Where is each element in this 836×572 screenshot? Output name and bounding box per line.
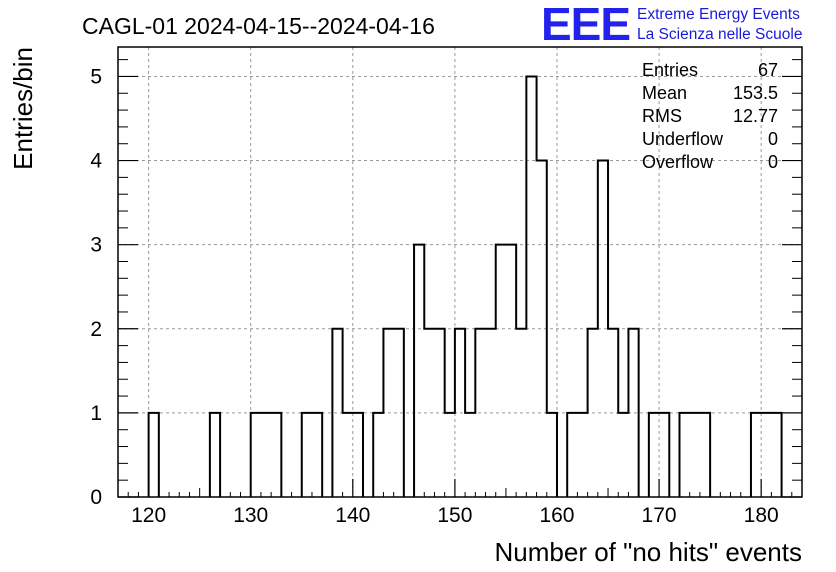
- stat-label-overflow: Overflow: [642, 152, 714, 172]
- y-tick-label: 5: [90, 65, 102, 88]
- histogram-bin: [465, 413, 475, 497]
- x-tick-label: 140: [335, 504, 370, 527]
- stat-label-entries: Entries: [642, 60, 698, 80]
- y-axis-ticks: 0 1 2 3 4 5: [90, 65, 802, 509]
- y-tick-label: 0: [90, 486, 102, 509]
- histogram-bin: [761, 413, 771, 497]
- y-axis-label: Entries/bin: [8, 47, 38, 170]
- histogram-bin: [649, 413, 659, 497]
- stats-box: Entries 67 Mean 153.5 RMS 12.77 Underflo…: [642, 60, 778, 172]
- x-tick-label: 150: [437, 504, 472, 527]
- histogram-bin: [690, 413, 700, 497]
- stat-value-rms: 12.77: [733, 106, 778, 126]
- histogram-bin: [312, 413, 322, 497]
- x-tick-label: 120: [131, 504, 166, 527]
- histogram-bin: [149, 413, 159, 497]
- y-tick-label: 2: [90, 318, 102, 341]
- histogram-bin: [526, 76, 536, 497]
- x-axis-label: Number of "no hits" events: [495, 537, 803, 567]
- y-tick-label: 1: [90, 402, 102, 425]
- histogram-bin: [251, 413, 261, 497]
- stat-label-rms: RMS: [642, 106, 682, 126]
- stat-value-mean: 153.5: [733, 83, 778, 103]
- x-tick-label: 180: [744, 504, 779, 527]
- logo-line-2: La Scienza nelle Scuole: [637, 26, 802, 43]
- histogram-bin: [751, 413, 761, 497]
- histogram-bin: [700, 413, 710, 497]
- stat-value-overflow: 0: [768, 152, 778, 172]
- stat-value-entries: 67: [758, 60, 778, 80]
- histogram-bin: [679, 413, 689, 497]
- histogram-bin: [496, 245, 506, 497]
- histogram-bin: [373, 413, 383, 497]
- histogram-bin: [618, 413, 628, 497]
- x-tick-label: 160: [539, 504, 574, 527]
- histogram-bin: [445, 413, 455, 497]
- histogram-bin: [302, 413, 312, 497]
- histogram-bin: [210, 413, 220, 497]
- chart-title: CAGL-01 2024-04-15--2024-04-16: [82, 13, 435, 39]
- x-tick-label: 130: [233, 504, 268, 527]
- histogram-bin: [577, 413, 587, 497]
- histogram-bin: [414, 245, 424, 497]
- histogram-bin: [343, 413, 353, 497]
- stat-label-underflow: Underflow: [642, 129, 724, 149]
- stat-value-underflow: 0: [768, 129, 778, 149]
- histogram-bin: [506, 245, 516, 497]
- histogram-bin: [353, 413, 363, 497]
- histogram-bin: [547, 413, 557, 497]
- eee-logo: EEE Extreme Energy Events La Scienza nel…: [541, 0, 802, 50]
- plot-frame: [117, 46, 803, 498]
- eee-logo-mark: EEE: [541, 0, 630, 50]
- stat-label-mean: Mean: [642, 83, 687, 103]
- y-tick-label: 4: [90, 150, 102, 173]
- x-axis-ticks: 120 130 140 150 160 170 180: [131, 479, 779, 527]
- histogram-bin: [271, 413, 281, 497]
- logo-line-1: Extreme Energy Events: [637, 6, 800, 23]
- histogram-bin: [771, 413, 781, 497]
- y-tick-label: 3: [90, 234, 102, 257]
- histogram-bin: [659, 413, 669, 497]
- histogram-bin: [261, 413, 271, 497]
- histogram-outline: [147, 75, 783, 497]
- histogram-bin: [567, 413, 577, 497]
- x-tick-label: 170: [642, 504, 677, 527]
